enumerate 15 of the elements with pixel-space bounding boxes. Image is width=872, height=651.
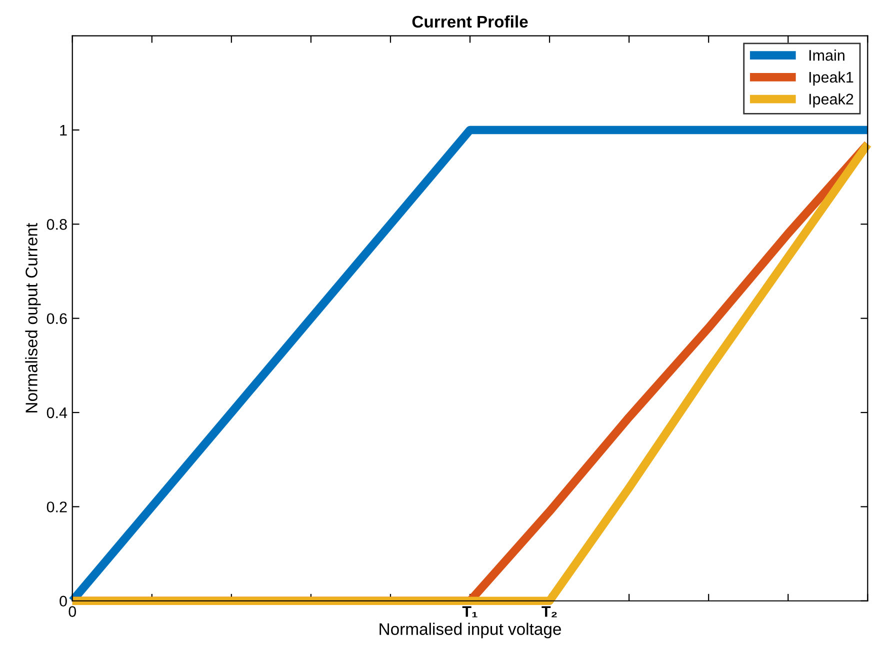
x-tick-label: T₂ [542,606,557,618]
chart-title: Current Profile [412,15,528,28]
y-tick-label: 0.4 [46,407,68,418]
legend-label: Ipeak1 [809,71,854,86]
legend-label: Ipeak2 [809,93,854,108]
x-tick-label: T₁ [462,606,478,618]
y-axis-title: Normalised ouput Current [25,223,41,412]
y-tick-label: 0.2 [46,502,67,512]
x-tick-label: 0 [68,606,76,617]
y-tick-label: 0 [60,596,67,607]
legend-label: Imain [809,50,844,61]
x-axis-title: Normalised input voltage [380,622,561,638]
y-tick-label: 1 [60,125,67,136]
y-tick-label: 0.6 [46,313,67,324]
y-tick-label: 0.8 [46,219,67,230]
